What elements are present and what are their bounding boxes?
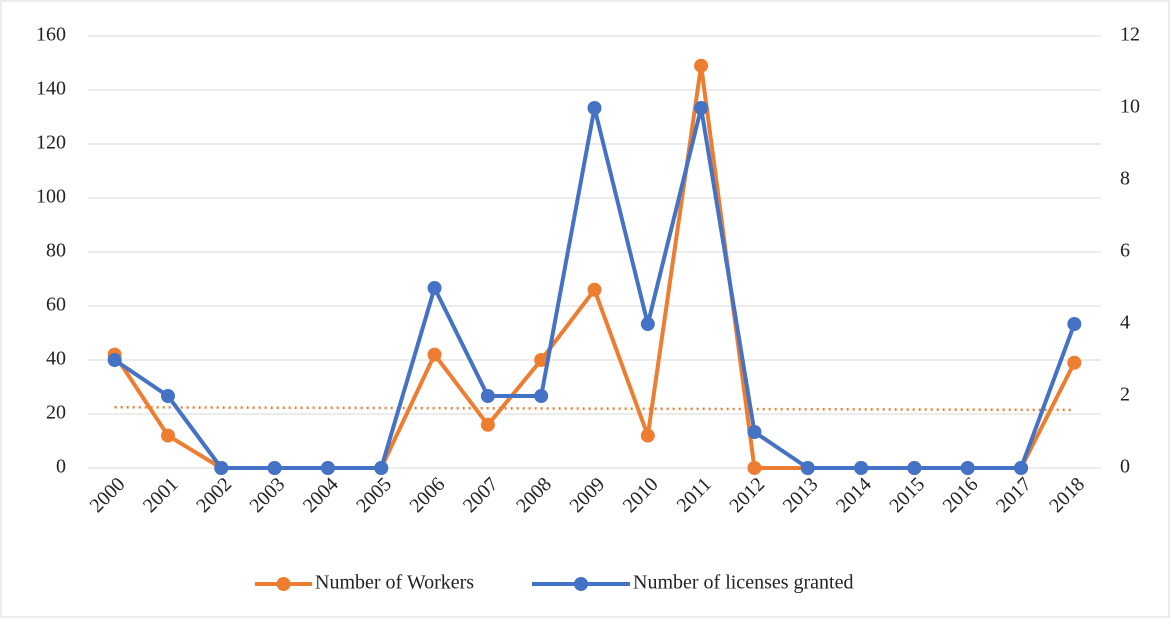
series-point bbox=[854, 461, 869, 475]
series-point bbox=[587, 282, 602, 297]
series-point bbox=[480, 417, 495, 432]
series-point bbox=[427, 281, 442, 295]
series-point bbox=[1067, 317, 1082, 331]
y2-tick-label: 12 bbox=[1120, 24, 1140, 46]
series-point bbox=[1014, 461, 1029, 475]
y-tick-label: 60 bbox=[46, 294, 66, 316]
series-point bbox=[214, 461, 229, 475]
series-point bbox=[747, 461, 762, 475]
series-point bbox=[587, 101, 602, 115]
series-point bbox=[534, 353, 549, 367]
series-point bbox=[640, 317, 655, 331]
legend-label: Number of licenses granted bbox=[633, 572, 853, 594]
y-tick-label: 160 bbox=[36, 24, 66, 46]
y-tick-label: 120 bbox=[36, 132, 66, 154]
y-tick-label: 100 bbox=[36, 186, 66, 208]
series-point bbox=[320, 461, 335, 475]
series-point bbox=[694, 101, 709, 115]
trendline bbox=[114, 406, 1075, 412]
y-tick-label: 80 bbox=[46, 240, 66, 262]
y-tick-label: 0 bbox=[56, 456, 66, 478]
series-point bbox=[534, 389, 549, 403]
legend-marker bbox=[574, 577, 588, 591]
series-point bbox=[160, 389, 175, 403]
y2-tick-label: 0 bbox=[1120, 456, 1130, 478]
series-point bbox=[1067, 355, 1082, 370]
y2-tick-label: 8 bbox=[1120, 168, 1130, 190]
series-point bbox=[960, 461, 975, 475]
series-point bbox=[160, 428, 175, 443]
y-tick-label: 20 bbox=[46, 402, 66, 424]
series-point bbox=[427, 347, 442, 362]
series-point bbox=[107, 353, 122, 367]
y-tick-label: 140 bbox=[36, 78, 66, 100]
y2-tick-label: 4 bbox=[1120, 312, 1130, 334]
series-point bbox=[640, 428, 655, 443]
y2-tick-label: 2 bbox=[1120, 384, 1130, 406]
y2-tick-label: 6 bbox=[1120, 240, 1130, 262]
legend-label: Number of Workers bbox=[315, 572, 474, 594]
y2-tick-label: 10 bbox=[1120, 96, 1140, 118]
series-point bbox=[694, 58, 709, 73]
series-point bbox=[907, 461, 922, 475]
series-point bbox=[267, 461, 282, 475]
legend-marker bbox=[276, 577, 291, 591]
series-point bbox=[747, 425, 762, 439]
series-point bbox=[374, 461, 389, 475]
series-point bbox=[800, 461, 815, 475]
y-tick-label: 40 bbox=[46, 348, 66, 370]
series-point bbox=[480, 389, 495, 403]
